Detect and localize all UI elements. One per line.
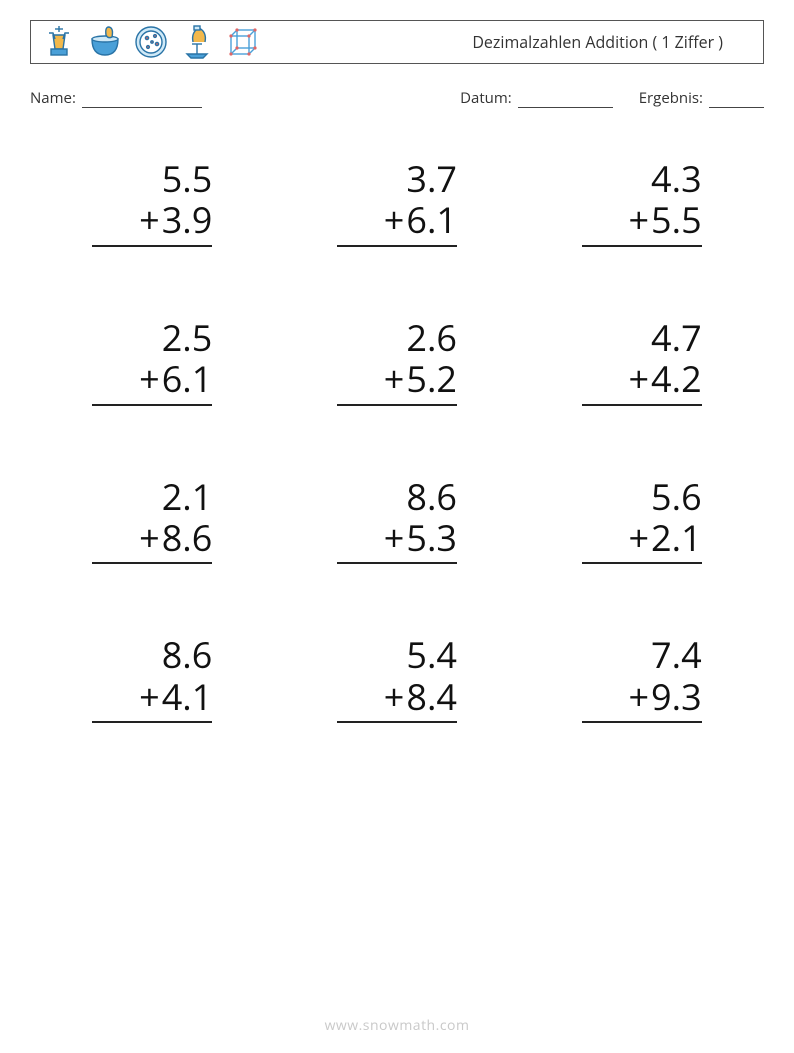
- operand-b: 8.4: [406, 676, 457, 717]
- problem: 5.6 + 2.1: [582, 476, 702, 565]
- worksheet-page: Dezimalzahlen Addition ( 1 Ziffer ) Name…: [0, 0, 794, 1053]
- cube-wireframe-icon: [225, 24, 261, 60]
- problem-rule: [92, 404, 212, 406]
- problems-grid: 5.5 + 3.9 3.7 + 6.1 4.3 + 5.5 2.5: [30, 158, 764, 723]
- operand-b: 8.6: [162, 517, 213, 558]
- worksheet-title: Dezimalzahlen Addition ( 1 Ziffer ): [472, 31, 723, 53]
- operand-a: 4.7: [651, 317, 702, 358]
- problem: 2.6 + 5.2: [337, 317, 457, 406]
- operand-a: 2.5: [162, 317, 213, 358]
- name-label: Name:: [30, 88, 76, 108]
- operand-b: 6.1: [406, 199, 457, 240]
- name-field-group: Name:: [30, 88, 202, 108]
- problem-rule: [582, 721, 702, 723]
- problem-rule: [582, 562, 702, 564]
- problem: 4.7 + 4.2: [582, 317, 702, 406]
- problem: 8.6 + 4.1: [92, 634, 212, 723]
- problem-rule: [337, 562, 457, 564]
- operand-b: 6.1: [162, 358, 213, 399]
- operand-b: 5.5: [651, 199, 702, 240]
- problem: 3.7 + 6.1: [337, 158, 457, 247]
- operand-b: 9.3: [651, 676, 702, 717]
- operand-b-line: + 2.1: [628, 517, 701, 558]
- problem: 4.3 + 5.5: [582, 158, 702, 247]
- problem-rule: [582, 404, 702, 406]
- problem: 7.4 + 9.3: [582, 634, 702, 723]
- operator: +: [384, 517, 405, 558]
- operator: +: [628, 676, 649, 717]
- operand-b-line: + 9.3: [628, 676, 701, 717]
- operand-b: 4.2: [651, 358, 702, 399]
- operand-a: 5.5: [162, 158, 213, 199]
- operand-b: 5.3: [406, 517, 457, 558]
- operand-b-line: + 3.9: [139, 199, 212, 240]
- problem-rule: [337, 721, 457, 723]
- operand-a: 4.3: [651, 158, 702, 199]
- operand-a: 5.4: [406, 634, 457, 675]
- operator: +: [384, 199, 405, 240]
- date-label: Datum:: [460, 88, 512, 108]
- operand-a: 7.4: [651, 634, 702, 675]
- operator: +: [628, 358, 649, 399]
- petri-dish-icon: [133, 24, 169, 60]
- problem-rule: [582, 245, 702, 247]
- operator: +: [139, 676, 160, 717]
- problem: 5.5 + 3.9: [92, 158, 212, 247]
- problem-rule: [92, 721, 212, 723]
- operand-a: 5.6: [651, 476, 702, 517]
- operator: +: [139, 358, 160, 399]
- score-label: Ergebnis:: [639, 88, 703, 108]
- operator: +: [139, 199, 160, 240]
- operand-b-line: + 6.1: [139, 358, 212, 399]
- problem: 5.4 + 8.4: [337, 634, 457, 723]
- operand-a: 2.6: [406, 317, 457, 358]
- operand-b: 4.1: [162, 676, 213, 717]
- microscope-icon: [179, 24, 215, 60]
- score-blank[interactable]: [709, 91, 764, 108]
- operator: +: [384, 358, 405, 399]
- operand-b-line: + 5.2: [384, 358, 457, 399]
- chess-king-icon: [41, 24, 77, 60]
- info-row: Name: Datum: Ergebnis:: [30, 88, 764, 108]
- operator: +: [628, 199, 649, 240]
- operand-b-line: + 5.3: [384, 517, 457, 558]
- problem-rule: [92, 562, 212, 564]
- problem-rule: [337, 245, 457, 247]
- problem-rule: [92, 245, 212, 247]
- operand-b-line: + 5.5: [628, 199, 701, 240]
- operand-b: 3.9: [162, 199, 213, 240]
- operand-a: 8.6: [406, 476, 457, 517]
- operand-b-line: + 8.6: [139, 517, 212, 558]
- problem-rule: [337, 404, 457, 406]
- operand-b-line: + 8.4: [384, 676, 457, 717]
- operand-b-line: + 6.1: [384, 199, 457, 240]
- operator: +: [139, 517, 160, 558]
- date-blank[interactable]: [518, 91, 613, 108]
- problem: 2.5 + 6.1: [92, 317, 212, 406]
- header-icons-row: [41, 24, 261, 60]
- operand-a: 3.7: [406, 158, 457, 199]
- operator: +: [384, 676, 405, 717]
- operand-b: 2.1: [651, 517, 702, 558]
- operand-a: 8.6: [162, 634, 213, 675]
- operand-b: 5.2: [406, 358, 457, 399]
- name-blank[interactable]: [82, 91, 202, 108]
- header-bar: Dezimalzahlen Addition ( 1 Ziffer ): [30, 20, 764, 64]
- operand-b-line: + 4.1: [139, 676, 212, 717]
- mortar-pestle-icon: [87, 24, 123, 60]
- operator: +: [628, 517, 649, 558]
- operand-b-line: + 4.2: [628, 358, 701, 399]
- footer-url: www.snowmath.com: [0, 1016, 794, 1035]
- operand-a: 2.1: [162, 476, 213, 517]
- problem: 2.1 + 8.6: [92, 476, 212, 565]
- problem: 8.6 + 5.3: [337, 476, 457, 565]
